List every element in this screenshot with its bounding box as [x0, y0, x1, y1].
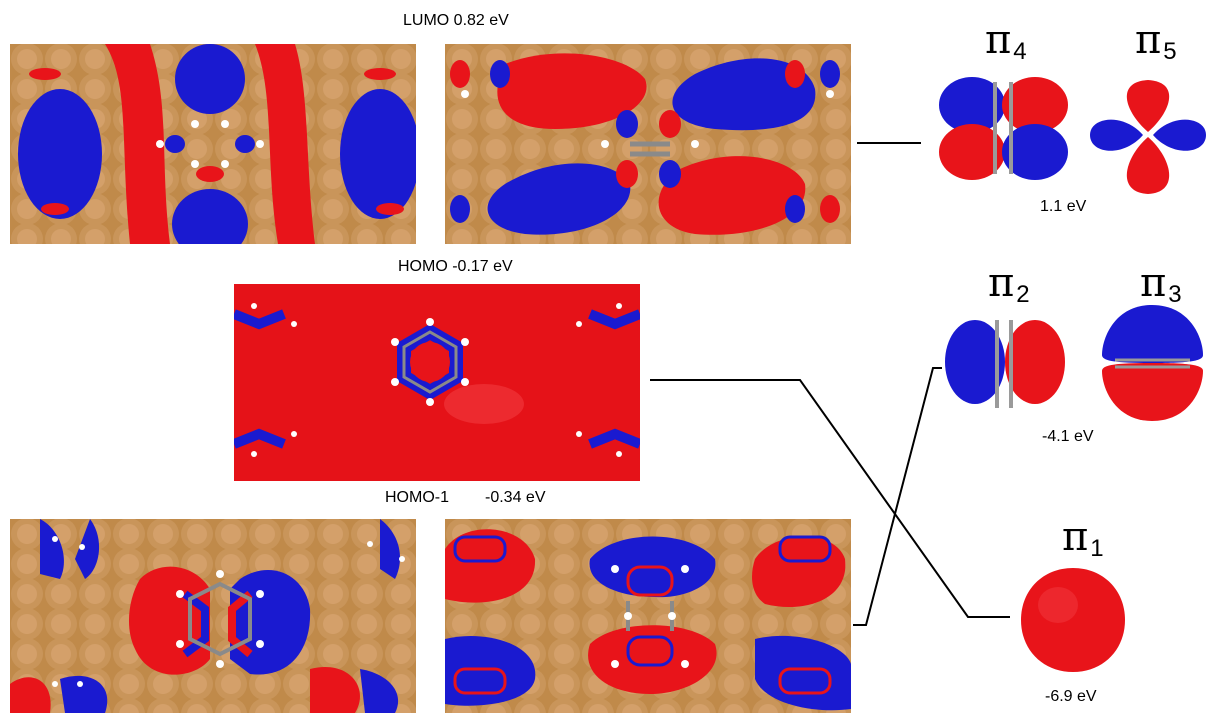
- homo-connector: [650, 379, 1010, 618]
- lumo-panel-left: [10, 44, 416, 244]
- homo-label: HOMO -0.17 eV: [398, 258, 513, 275]
- pi2-orbital: [945, 311, 1065, 414]
- pi23-energy-label: -4.1 eV: [1042, 428, 1094, 445]
- homo-1-label: HOMO-1: [385, 489, 449, 506]
- lumo-label: LUMO 0.82 eV: [403, 12, 509, 29]
- pi5-symbol: π5: [1135, 17, 1177, 65]
- pi3-orbital: [1102, 305, 1203, 421]
- pi5-orbital: [1090, 80, 1206, 194]
- pi3-symbol: π3: [1140, 260, 1182, 308]
- pi1-energy-label: -6.9 eV: [1045, 688, 1097, 705]
- pi45-energy-label: 1.1 eV: [1040, 198, 1087, 215]
- pi1-orbital: [1021, 568, 1125, 672]
- homo-1-energy-label: -0.34 eV: [485, 489, 546, 506]
- homo-panel: [234, 284, 640, 481]
- pi2-symbol: π2: [988, 260, 1030, 308]
- pi4-orbital: [939, 73, 1068, 182]
- pi1-symbol: π1: [1062, 514, 1104, 562]
- pi4-symbol: π4: [985, 17, 1027, 65]
- homo-1-panel-right: [445, 519, 851, 713]
- homo-1-panel-left: [10, 519, 416, 713]
- lumo-panel-right: [445, 44, 851, 244]
- homo-1-connector: [853, 367, 942, 626]
